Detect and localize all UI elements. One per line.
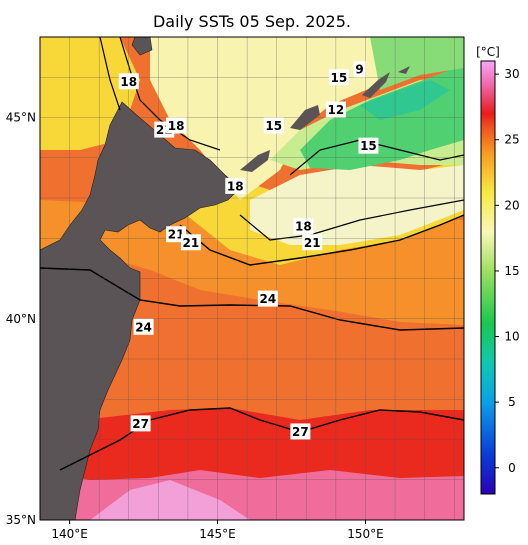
contour-15 xyxy=(289,139,464,176)
lat-lon-grid xyxy=(39,36,464,521)
lat-tick-label: 40°N xyxy=(6,312,36,326)
lon-tick-label: 140°E xyxy=(51,527,88,541)
contour-label-bg xyxy=(358,137,379,154)
contour-label-text: 15 xyxy=(265,119,282,133)
contour-label-text: 21 xyxy=(183,236,200,250)
colorbar: [°C] 0 5 10 15 20 25 30 xyxy=(476,45,520,495)
contour-label-text: 21 xyxy=(168,228,185,242)
axis-labels: 140°E 145°E 150°E 35°N 40°N 45°N xyxy=(6,111,384,542)
contour-label-bg xyxy=(293,218,314,235)
contour-label-bg xyxy=(325,101,346,118)
contour-label-text: 27 xyxy=(292,425,309,439)
contour-label-text: 12 xyxy=(328,103,345,117)
contour-label-text: 27 xyxy=(132,417,149,431)
colorbar-tick-label: 5 xyxy=(508,395,516,409)
contour-label-bg xyxy=(130,415,151,432)
colorbar-unit: [°C] xyxy=(476,45,500,59)
contour-label: 15 xyxy=(328,69,349,86)
colorbar-tick-label: 10 xyxy=(504,330,519,344)
contour-label-text: 18 xyxy=(227,179,244,193)
sst-band-green-north xyxy=(370,37,464,90)
contour-label-text: 21 xyxy=(304,236,321,250)
contour-label-text: 18 xyxy=(168,119,185,133)
contour-label: 9 xyxy=(353,61,366,78)
contour-label-bg xyxy=(118,73,139,90)
plot-frame xyxy=(39,36,465,521)
contour-label: 27 xyxy=(290,423,311,440)
contour-label: 24 xyxy=(133,318,154,335)
land-hokkaido-honshu xyxy=(40,101,241,520)
land-kuril-4 xyxy=(362,72,390,98)
contour-label-bg xyxy=(290,423,311,440)
contour-label: 18 xyxy=(166,117,187,134)
contour-label-bg xyxy=(257,290,278,307)
contour-18 xyxy=(239,199,464,241)
contour-label-bg xyxy=(166,117,187,134)
contour-label: 15 xyxy=(263,117,284,134)
lat-tick-label: 45°N xyxy=(6,111,36,125)
contour-18-north xyxy=(119,37,221,151)
contour-label: 21 xyxy=(180,234,201,251)
contour-label-text: 24 xyxy=(135,320,152,334)
land-kuril-1 xyxy=(240,150,270,172)
contour-label-text: 18 xyxy=(120,75,137,89)
sst-band-teal xyxy=(360,80,450,120)
colorbar-tick-label: 0 xyxy=(508,461,516,475)
contour-label: 18 xyxy=(293,218,314,235)
contour-label-text: 18 xyxy=(295,220,312,234)
contour-label-text: 9 xyxy=(355,63,363,77)
colorbar-tick-label: 30 xyxy=(504,67,519,81)
contour-label: 15 xyxy=(358,137,379,154)
contour-label-text: 15 xyxy=(330,71,347,85)
contour-label-text: 24 xyxy=(259,292,276,306)
colorbar-tick-label: 15 xyxy=(504,264,519,278)
contour-label-text: 15 xyxy=(360,139,377,153)
lon-tick-label: 145°E xyxy=(199,527,236,541)
contour-27 xyxy=(59,407,464,471)
contour-label-bg xyxy=(328,69,349,86)
contour-label-bg xyxy=(180,234,201,251)
contour-label: 18 xyxy=(225,177,246,194)
sst-band-hottest-south xyxy=(90,480,250,520)
contour-label-bg xyxy=(263,117,284,134)
colorbar-gradient xyxy=(480,60,496,495)
contour-label-bg xyxy=(302,234,323,251)
colorbar-tick-label: 25 xyxy=(504,133,519,147)
contour-label: 21 xyxy=(302,234,323,251)
contour-label-bg xyxy=(225,177,246,194)
lon-tick-label: 150°E xyxy=(347,527,384,541)
contour-21 xyxy=(179,214,464,266)
lat-tick-label: 35°N xyxy=(6,513,36,527)
colorbar-tick-label: 20 xyxy=(504,198,519,212)
contour-24 xyxy=(40,267,464,331)
contour-label: 12 xyxy=(325,101,346,118)
contour-label-bg xyxy=(353,61,366,78)
contour-label: 21 xyxy=(166,226,187,243)
contour-label: 24 xyxy=(257,290,278,307)
contour-label: 18 xyxy=(118,73,139,90)
map-title: Daily SSTs 05 Sep. 2025. xyxy=(152,12,351,31)
contour-21-north xyxy=(99,37,121,111)
land-sakhalin xyxy=(131,37,153,56)
contour-label: 27 xyxy=(130,415,151,432)
land-kuril-5 xyxy=(398,66,410,74)
contour-label-bg xyxy=(133,318,154,335)
